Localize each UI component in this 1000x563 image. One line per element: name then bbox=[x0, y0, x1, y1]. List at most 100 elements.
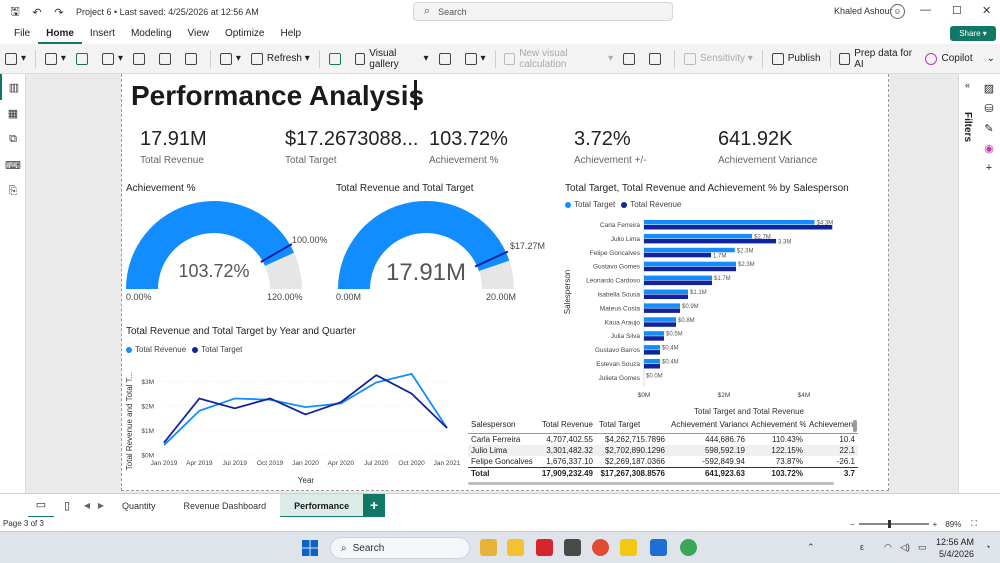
zoom-slider[interactable] bbox=[858, 520, 929, 528]
minimize-icon[interactable]: — bbox=[920, 4, 931, 16]
table-view-icon[interactable]: ▦ bbox=[7, 107, 19, 120]
menu-insert[interactable]: Insert bbox=[89, 28, 115, 39]
gauge-achievement[interactable]: 103.72% 0.00% 120.00% 100.00% bbox=[122, 196, 332, 306]
share-button[interactable]: Share ▾ bbox=[950, 26, 996, 41]
tmdl-view-icon[interactable]: ⎘ bbox=[8, 184, 18, 197]
language-indicator[interactable]: ε bbox=[860, 542, 865, 552]
collapse-ribbon-icon[interactable]: ⌄ bbox=[986, 53, 995, 64]
paste-button[interactable]: ▾ bbox=[0, 48, 31, 70]
legend-item[interactable]: Total Revenue bbox=[621, 200, 681, 209]
bar-target[interactable] bbox=[644, 261, 736, 267]
zoom-in-icon[interactable]: + bbox=[932, 519, 938, 529]
search-box[interactable]: ⌕ Search bbox=[413, 2, 673, 21]
legend-item[interactable]: Total Revenue bbox=[126, 345, 186, 354]
windows-start-icon[interactable] bbox=[302, 540, 318, 556]
bar-revenue[interactable] bbox=[644, 322, 676, 327]
refresh-button[interactable]: Refresh ▾ bbox=[246, 48, 315, 70]
table-horizontal-scrollbar[interactable] bbox=[468, 482, 834, 485]
model-view-icon[interactable]: ⧉ bbox=[9, 132, 17, 145]
prep-data-ai-button[interactable]: Prep data for AI bbox=[834, 48, 920, 70]
report-page[interactable]: Performance Analysis 17.91M Total Revenu… bbox=[121, 74, 889, 491]
gauge-revenue-target[interactable]: 17.91M 0.00M 20.00M $17.27M bbox=[332, 196, 557, 306]
document-title[interactable]: Project 6 • Last saved: 4/25/2026 at 12:… bbox=[76, 7, 259, 17]
new-measure-button[interactable] bbox=[618, 48, 644, 70]
quick-measure-button[interactable] bbox=[644, 48, 670, 70]
visualizations-pane-icon[interactable]: ▨ bbox=[983, 82, 995, 95]
sql-button[interactable] bbox=[128, 48, 154, 70]
zoom-level[interactable]: 89% bbox=[945, 519, 962, 529]
menu-home[interactable]: Home bbox=[38, 24, 82, 44]
bar-target[interactable] bbox=[644, 331, 664, 336]
bar-revenue[interactable] bbox=[644, 350, 660, 355]
text-box-button[interactable] bbox=[434, 48, 460, 70]
chrome-icon[interactable] bbox=[592, 539, 609, 556]
menu-optimize[interactable]: Optimize bbox=[225, 28, 265, 39]
redo-icon[interactable]: ↷ bbox=[54, 6, 64, 19]
save-icon[interactable]: 🖫 bbox=[10, 5, 20, 18]
bar-target[interactable] bbox=[644, 247, 735, 253]
data-pane-icon[interactable]: ⛁ bbox=[984, 102, 994, 115]
taskbar-search[interactable]: ⌕ Search bbox=[330, 537, 470, 559]
close-icon[interactable]: ✕ bbox=[982, 5, 992, 17]
publish-button[interactable]: Publish bbox=[767, 48, 826, 70]
bar-revenue[interactable] bbox=[644, 308, 680, 313]
clock[interactable]: 12:56 AM 5/4/2026 bbox=[936, 536, 974, 560]
bar-target[interactable] bbox=[644, 359, 660, 364]
menu-file[interactable]: File bbox=[14, 28, 31, 39]
bar-target[interactable] bbox=[644, 220, 815, 225]
line-series-total-target[interactable] bbox=[163, 374, 448, 444]
outlook-icon[interactable] bbox=[650, 539, 667, 556]
get-data-button[interactable]: ▾ bbox=[40, 48, 71, 70]
menu-view[interactable]: View bbox=[187, 28, 210, 39]
line-series-total-revenue[interactable] bbox=[163, 372, 448, 446]
column-header[interactable]: Achievement Variance bbox=[668, 416, 748, 434]
app-l-icon[interactable] bbox=[536, 539, 553, 556]
line-chart-revenue-target-by-quarter[interactable]: Total Revenue and Total T... Year $0M $1M… bbox=[122, 355, 467, 487]
report-view-icon[interactable]: ▥ bbox=[0, 74, 26, 100]
battery-icon[interactable]: ▭ bbox=[918, 542, 927, 552]
tab-quantity[interactable]: Quantity bbox=[122, 500, 156, 511]
kpi-card-achievement-delta[interactable]: 3.72% Achievement +/- bbox=[574, 128, 647, 166]
kpi-card-achievement-pct[interactable]: 103.72% Achievement % bbox=[429, 128, 508, 166]
store-icon[interactable] bbox=[564, 539, 581, 556]
show-hidden-icons[interactable]: ⌃ bbox=[807, 542, 815, 552]
visual-gallery-button[interactable]: Visual gallery ▾ bbox=[350, 48, 434, 70]
maximize-icon[interactable]: ☐ bbox=[952, 5, 962, 17]
previous-page-icon[interactable]: ◀ bbox=[83, 501, 91, 510]
transform-button[interactable]: ▾ bbox=[215, 48, 246, 70]
legend-item[interactable]: Total Target bbox=[565, 200, 615, 209]
column-header[interactable]: Achievement % bbox=[748, 416, 806, 434]
kpi-card-achievement-variance[interactable]: 641.92K Achievement Variance bbox=[718, 128, 817, 166]
fit-page-icon[interactable]: ⛶ bbox=[971, 519, 977, 528]
more-visuals-button[interactable]: ▾ bbox=[460, 48, 491, 70]
filters-pane[interactable]: « Filters bbox=[958, 74, 978, 493]
copilot-button[interactable]: Copilot bbox=[920, 48, 977, 70]
dax-query-view-icon[interactable]: ⌨ bbox=[5, 159, 21, 172]
bar-revenue[interactable] bbox=[644, 364, 660, 369]
dataverse-button[interactable] bbox=[180, 48, 206, 70]
format-pane-icon[interactable]: ✎ bbox=[984, 122, 994, 135]
new-visual-button[interactable] bbox=[324, 48, 350, 70]
zoom-out-icon[interactable]: − bbox=[850, 519, 855, 529]
undo-icon[interactable]: ↶ bbox=[32, 6, 42, 19]
bar-revenue[interactable] bbox=[644, 336, 664, 341]
bar-revenue[interactable] bbox=[644, 238, 777, 244]
bar-revenue[interactable] bbox=[644, 280, 712, 286]
expand-filters-icon[interactable]: « bbox=[965, 80, 971, 90]
bar-revenue[interactable] bbox=[644, 225, 833, 230]
kpi-card-total-revenue[interactable]: 17.91M Total Revenue bbox=[140, 128, 207, 166]
volume-icon[interactable]: ◁) bbox=[900, 542, 910, 552]
bar-revenue[interactable] bbox=[644, 266, 736, 272]
file-explorer-icon[interactable] bbox=[480, 539, 497, 556]
bar-target[interactable] bbox=[644, 317, 676, 322]
excel-button[interactable] bbox=[71, 48, 97, 70]
column-header[interactable]: Total Target bbox=[596, 416, 668, 434]
bar-chart-target-revenue-by-salesperson[interactable]: Salesperson Total Target and Total Reven… bbox=[562, 212, 862, 420]
add-pane-icon[interactable]: + bbox=[985, 162, 993, 174]
column-header[interactable]: Achievement bbox=[806, 416, 858, 434]
wifi-icon[interactable]: ◠ bbox=[884, 542, 892, 552]
notifications-icon[interactable]: ◔ bbox=[985, 542, 991, 552]
zoom-slider-thumb[interactable] bbox=[887, 520, 891, 528]
legend-item[interactable]: Total Target bbox=[192, 345, 242, 354]
table-vertical-scrollbar[interactable] bbox=[853, 420, 857, 432]
